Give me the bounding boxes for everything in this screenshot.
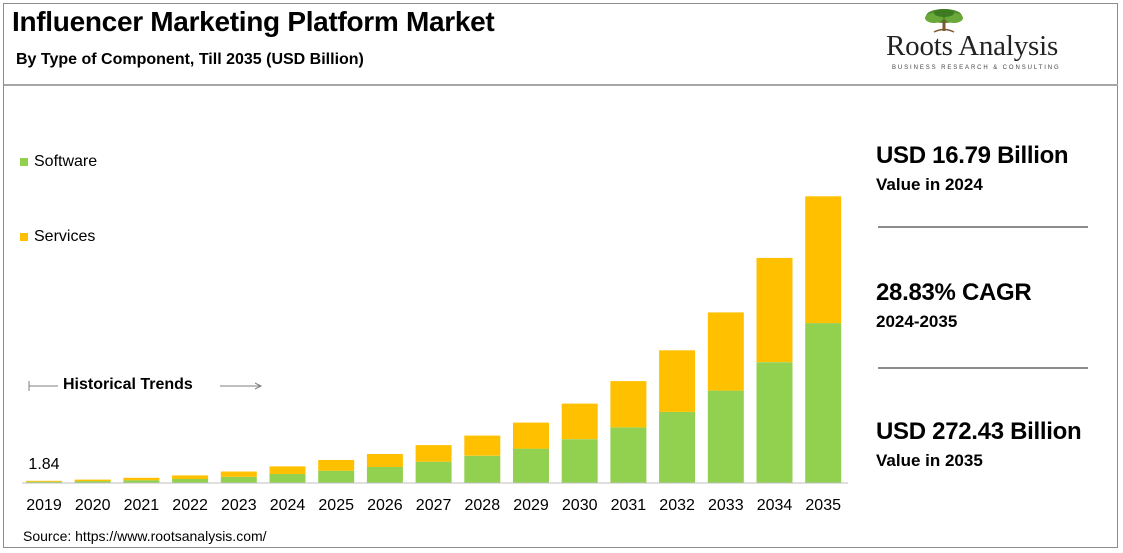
bar-software-2020 [74, 481, 111, 483]
x-tick-2024: 2024 [270, 497, 306, 514]
bar-software-2034 [756, 362, 793, 483]
stat-2035-label: Value in 2035 [876, 451, 983, 470]
bar-software-2030 [561, 439, 598, 483]
bar-software-2019 [26, 481, 62, 483]
bar-services-2031 [610, 381, 647, 428]
x-tick-2030: 2030 [562, 497, 598, 514]
historical-trends-annotation: Historical Trends [28, 374, 268, 398]
bar-services-2035 [805, 196, 842, 324]
stat-cagr-value: 28.83% CAGR [876, 279, 1032, 306]
stat-divider-2 [878, 367, 1088, 369]
x-tick-2019: 2019 [26, 497, 62, 514]
bar-services-2024 [269, 466, 306, 474]
bar-services-2027 [415, 445, 452, 462]
x-tick-2025: 2025 [318, 497, 354, 514]
x-tick-2033: 2033 [708, 497, 744, 514]
bar-services-2023 [220, 471, 257, 477]
x-tick-2032: 2032 [659, 497, 695, 514]
data-labels: 1.84 [28, 456, 59, 473]
bar-services-2033 [707, 312, 744, 391]
chart-frame [3, 3, 1118, 548]
historical-trends-arrow [28, 381, 263, 391]
x-tick-2020: 2020 [75, 497, 111, 514]
x-tick-2021: 2021 [124, 497, 160, 514]
x-tick-2023: 2023 [221, 497, 257, 514]
header-divider [4, 84, 1118, 86]
data-label-2019: 1.84 [28, 456, 59, 473]
legend-item-software: Software [20, 153, 97, 171]
bar-software-2022 [172, 479, 209, 483]
chart-title: Influencer Marketing Platform Market [12, 6, 495, 37]
x-tick-2027: 2027 [416, 497, 452, 514]
x-tick-2034: 2034 [757, 497, 793, 514]
source-note: Source: https://www.rootsanalysis.com/ [23, 528, 267, 544]
bar-services-2022 [172, 475, 209, 479]
bar-software-2025 [318, 470, 355, 483]
bar-services-2029 [513, 422, 549, 449]
bar-services-2019 [26, 480, 62, 482]
bar-services-2034 [756, 257, 793, 363]
stat-2024-value: USD 16.79 Billion [876, 142, 1069, 169]
stat-divider-1 [878, 226, 1088, 228]
bar-services-2021 [123, 477, 160, 481]
x-axis-ticks: 2019 2020 2021 2022 2023 2024 2025 2026 2027 2028… [26, 497, 841, 514]
bar-software-2035 [805, 323, 842, 483]
stat-2024-label: Value in 2024 [876, 175, 983, 194]
stat-cagr-label: 2024-2035 [876, 312, 958, 331]
x-tick-2022: 2022 [172, 497, 208, 514]
x-tick-2026: 2026 [367, 497, 403, 514]
x-tick-2028: 2028 [465, 497, 501, 514]
x-tick-2031: 2031 [611, 497, 647, 514]
legend-label-software: Software [34, 153, 98, 170]
bar-services-2025 [318, 460, 355, 471]
legend-label-services: Services [34, 228, 96, 245]
x-tick-2029: 2029 [513, 497, 549, 514]
bar-software-2027 [415, 461, 452, 483]
bar-services-2032 [659, 350, 696, 412]
bar-software-2023 [220, 477, 257, 483]
chart-subtitle: By Type of Component, Till 2035 (USD Bil… [16, 51, 364, 68]
legend-item-services: Services [20, 228, 95, 246]
bar-software-2028 [464, 455, 501, 483]
stat-2035-value: USD 272.43 Billion [876, 418, 1082, 445]
tree-icon [925, 9, 963, 33]
bar-services-2026 [366, 454, 403, 467]
bar-software-2021 [123, 480, 160, 483]
bar-software-2026 [366, 467, 403, 483]
legend-swatch-software [20, 158, 28, 166]
roots-analysis-logo: Roots Analysis BUSINESS RESEARCH & CONSU… [880, 8, 1095, 78]
x-tick-2035: 2035 [805, 497, 841, 514]
legend-swatch-services [20, 233, 28, 241]
bar-software-2029 [513, 448, 549, 483]
logo-tagline: BUSINESS RESEARCH & CONSULTING [892, 65, 1061, 71]
bar-software-2033 [707, 390, 744, 483]
bar-software-2032 [659, 411, 696, 483]
bar-group [26, 196, 842, 483]
bar-software-2031 [610, 427, 647, 483]
bar-services-2020 [74, 479, 111, 482]
bar-software-2024 [269, 474, 306, 483]
bar-services-2028 [464, 435, 501, 456]
bar-services-2030 [561, 403, 598, 440]
logo-wordmark: Roots Analysis [886, 30, 1059, 62]
historical-trends-label: Historical Trends [63, 376, 193, 393]
